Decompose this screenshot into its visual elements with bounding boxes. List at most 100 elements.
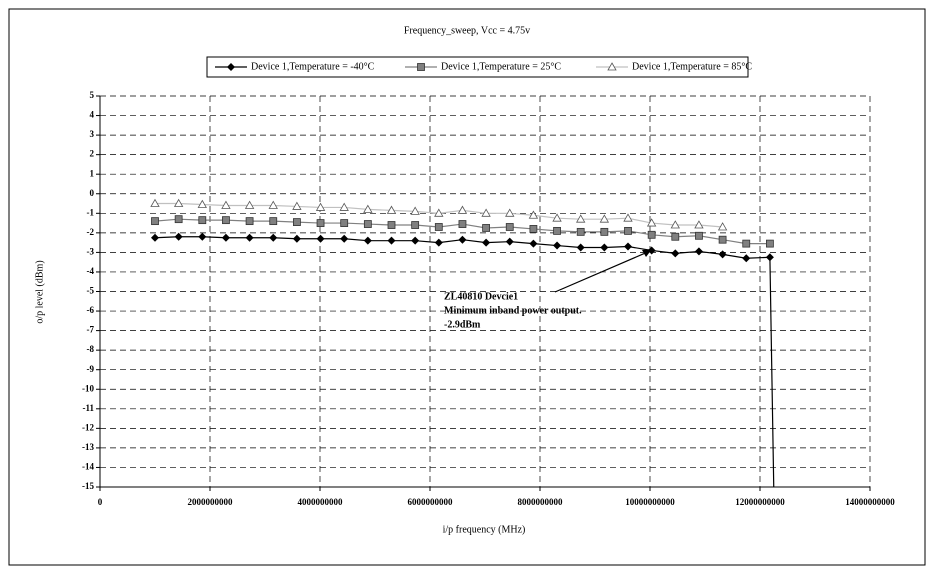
point	[742, 239, 751, 248]
point	[150, 198, 160, 207]
point	[316, 219, 325, 227]
point	[529, 239, 538, 248]
y-tick-label: -2	[87, 227, 95, 237]
point	[624, 242, 632, 251]
point	[647, 246, 656, 255]
point	[742, 254, 751, 263]
point	[292, 234, 301, 243]
y-tick-label: -14	[82, 462, 94, 472]
point	[198, 232, 207, 241]
point	[434, 238, 443, 247]
point	[624, 226, 632, 235]
y-tick-label: -9	[87, 364, 95, 374]
point	[671, 249, 680, 258]
point	[765, 253, 774, 262]
point	[197, 199, 207, 208]
point	[387, 221, 396, 229]
point	[173, 198, 184, 207]
y-tick-label: -15	[82, 481, 94, 491]
point	[458, 235, 467, 244]
point	[481, 208, 491, 217]
y-tick-label: 1	[90, 168, 95, 178]
point	[410, 206, 420, 215]
point	[292, 218, 301, 226]
point	[458, 220, 467, 228]
chart-frame	[8, 8, 926, 566]
point	[198, 216, 207, 225]
x-tick-label: 0	[98, 497, 103, 507]
point	[244, 200, 255, 209]
point	[505, 237, 514, 246]
annotation: ZL40810 Devcie1	[444, 291, 518, 302]
x-axis-label: i/p frequency (MHz)	[443, 524, 526, 535]
y-tick-label: -11	[82, 403, 94, 413]
point	[340, 219, 349, 227]
y-tick-label: -1	[87, 207, 95, 217]
point	[340, 234, 349, 243]
point	[245, 233, 254, 242]
point	[411, 221, 420, 229]
point	[647, 230, 656, 239]
point	[623, 213, 633, 222]
x-tick-label: 4000000000	[298, 497, 344, 507]
y-tick-label: -4	[87, 266, 95, 276]
point	[269, 233, 278, 242]
point	[174, 215, 183, 224]
y-tick-label: -6	[87, 305, 95, 315]
y-tick-label: 4	[90, 110, 95, 120]
legend-box	[206, 56, 749, 78]
x-tick-label: 2000000000	[188, 497, 234, 507]
y-tick-label: 0	[90, 188, 95, 198]
point	[434, 223, 443, 231]
y-tick-label: -8	[87, 344, 95, 354]
x-tick-label: 6000000000	[408, 497, 454, 507]
series-line	[154, 236, 775, 488]
point	[417, 63, 425, 71]
legend-label: Device 1,Temperature = 85°C	[632, 61, 752, 72]
y-tick-label: -7	[87, 325, 95, 335]
y-tick-label: -5	[87, 286, 95, 296]
point	[671, 232, 680, 241]
point	[528, 210, 539, 219]
point	[552, 213, 562, 222]
point	[151, 233, 159, 242]
legend-label: Device 1,Temperature = 25°C	[441, 61, 561, 72]
point	[694, 220, 704, 229]
point	[529, 225, 538, 233]
point	[363, 204, 373, 213]
point	[576, 227, 585, 236]
point	[576, 243, 585, 252]
y-axis-label: o/p level (dBm)	[34, 260, 45, 323]
point	[576, 214, 586, 223]
x-tick-label: 12000000000	[735, 497, 785, 507]
annotation: Minimum inband power output.	[444, 305, 582, 316]
point	[174, 232, 183, 241]
point	[600, 227, 609, 236]
annotation: -2.9dBm	[444, 319, 481, 330]
point	[600, 243, 609, 252]
point	[670, 220, 680, 229]
point	[222, 216, 230, 225]
y-tick-label: 5	[90, 90, 95, 100]
point	[316, 234, 325, 243]
point	[553, 226, 561, 235]
point	[387, 236, 396, 245]
point	[292, 201, 302, 210]
point	[386, 205, 397, 214]
legend-label: Device 1,Temperature = -40°C	[251, 61, 375, 72]
point	[607, 62, 617, 71]
point	[315, 202, 326, 211]
y-tick-label: -13	[82, 442, 94, 452]
point	[766, 239, 774, 248]
point	[221, 200, 231, 209]
point	[227, 63, 235, 71]
y-tick-label: 2	[90, 149, 95, 159]
point	[646, 218, 657, 227]
x-tick-label: 10000000000	[625, 497, 675, 507]
y-tick-label: 3	[90, 129, 95, 139]
point	[505, 208, 515, 217]
point	[363, 236, 372, 245]
point	[363, 220, 372, 228]
point	[268, 200, 278, 209]
point	[694, 247, 703, 256]
